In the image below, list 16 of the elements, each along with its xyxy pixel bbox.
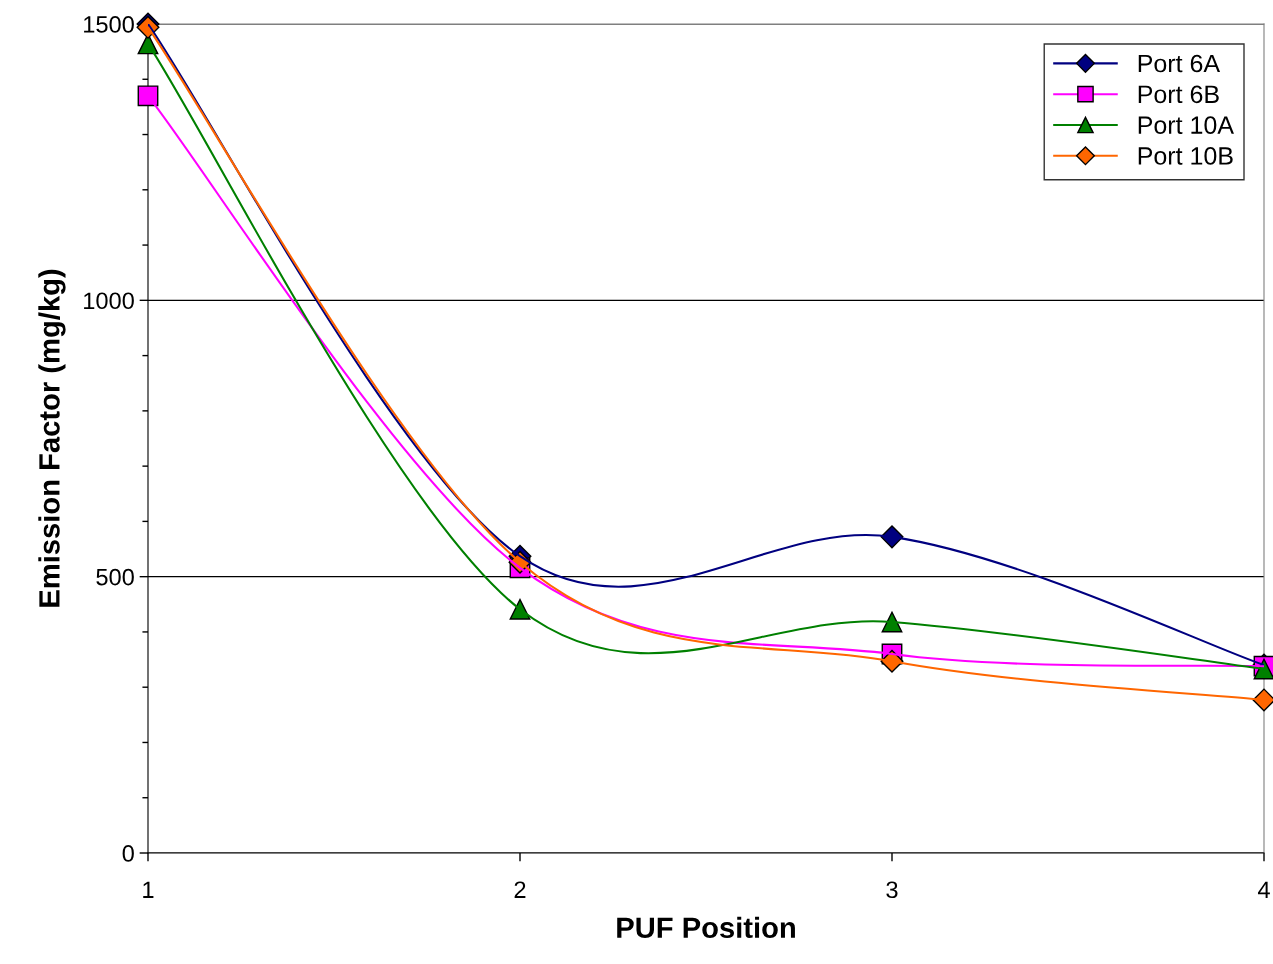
x-tick-label: 2 (514, 881, 526, 898)
x-tick-label: 4 (1257, 881, 1270, 898)
x-axis-title: PUF Position (617, 916, 795, 939)
legend-label: Port 10B (1138, 147, 1233, 165)
point (509, 598, 531, 620)
legend-label: Port 6B (1138, 85, 1219, 104)
y-tick-label: 1500 (84, 16, 134, 33)
x-tick-label: 3 (886, 881, 898, 899)
point (137, 85, 159, 107)
legend-label: Port 6A (1138, 54, 1221, 73)
y-axis-title: Emission Factor (mg/kg) (38, 269, 66, 607)
y-tick-label: 0 (122, 845, 134, 862)
y-tick-label: 500 (96, 568, 134, 586)
x-tick-label: 1 (143, 881, 154, 898)
legend-label: Port 10A (1138, 116, 1234, 134)
y-tick-label: 1000 (84, 292, 134, 310)
